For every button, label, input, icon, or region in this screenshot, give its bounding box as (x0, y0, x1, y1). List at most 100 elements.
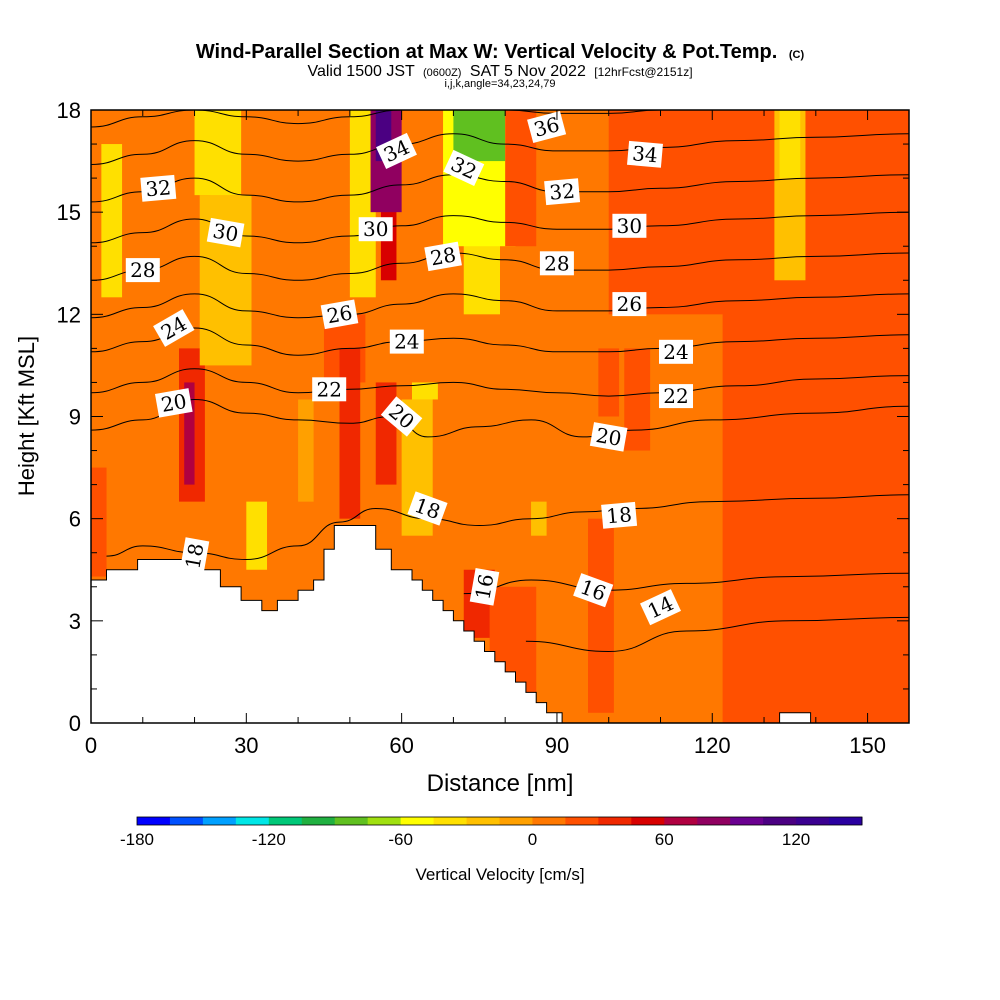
x-tick-label: 0 (85, 733, 97, 758)
contour-label-17: 28 (424, 241, 462, 272)
contour-label-box (640, 589, 681, 626)
colorbar-segment (235, 817, 270, 825)
velocity-cell-8 (608, 110, 739, 315)
colorbar-segment (466, 817, 500, 825)
colorbar-segment (532, 817, 566, 825)
isentrope-36 (91, 110, 909, 128)
velocity-cell-14 (184, 382, 195, 485)
colorbar-segment (796, 817, 830, 825)
contour-label-box (407, 491, 448, 526)
contour-label-text: 24 (663, 340, 688, 364)
contour-label-26: 34 (627, 140, 663, 168)
contour-label-13: 24 (659, 339, 693, 364)
subtitle-forecast: [12hrFcst@2151z] (594, 65, 692, 79)
chart-title: Wind-Parallel Section at Max W: Vertical… (196, 41, 777, 63)
colorbar-frame (136, 816, 863, 826)
contour-label-2: 16 (469, 567, 500, 606)
contour-label-14: 26 (320, 299, 359, 330)
contour-label-box (469, 567, 500, 606)
contour-label-text: 30 (211, 219, 240, 247)
contour-label-box (206, 217, 245, 248)
y-axis-label: Height [Kft MSL] (14, 336, 39, 496)
velocity-cell-42 (831, 110, 878, 315)
contour-label-box (154, 388, 193, 418)
velocity-cell-22 (339, 348, 361, 519)
contour-label-text: 20 (159, 389, 188, 417)
isentrope-22 (91, 368, 909, 397)
colorbar-tick-label: -180 (120, 830, 154, 849)
grid-info: i,j,k,angle=34,23,24,79 (444, 78, 555, 90)
velocity-cell-10 (588, 518, 614, 713)
contour-label-text: 18 (180, 541, 208, 570)
colorbar: -180 -120 -60 0 60 120 (120, 816, 863, 849)
colorbar-tick-label: 60 (655, 830, 674, 849)
colorbar-tick-label: -60 (388, 830, 413, 849)
terrain-profile (91, 525, 909, 723)
contour-label-box (380, 396, 423, 437)
contour-label-24: 32 (544, 178, 581, 206)
velocity-cell-9 (562, 637, 687, 723)
colorbar-label: Vertical Velocity [cm/s] (415, 865, 584, 884)
colorbar-segment (631, 817, 665, 825)
colorbar-tick-label: -120 (252, 830, 286, 849)
contour-label-text: 26 (617, 292, 642, 316)
velocity-cell-11 (815, 552, 868, 713)
velocity-cell-32 (453, 110, 506, 162)
contour-label-box (389, 329, 424, 354)
velocity-cell-18 (101, 144, 123, 298)
contour-label-text: 28 (544, 251, 569, 275)
contour-label-box (612, 213, 647, 238)
isentrope-16 (463, 572, 909, 595)
contour-label-box (527, 111, 567, 143)
terrain-mask (91, 525, 909, 723)
x-tick-label: 120 (694, 733, 731, 758)
contour-label-box (627, 140, 663, 168)
subtitle-utc: (0600Z) (423, 67, 462, 79)
y-tick-label: 3 (69, 609, 81, 634)
contour-label-8: 20 (589, 422, 628, 452)
copyright-mark: (C) (789, 49, 805, 61)
contour-label-box (573, 573, 614, 608)
contour-label-15: 26 (612, 292, 647, 317)
axes: 0 30 60 90 120 150 0 3 6 9 12 15 18 (57, 98, 909, 758)
y-tick-label: 15 (57, 200, 81, 225)
contour-label-box (544, 178, 581, 206)
y-tick-label: 18 (57, 98, 81, 123)
y-tick-label: 6 (69, 507, 81, 532)
contour-label-text: 32 (548, 179, 575, 205)
contour-label-box (140, 174, 177, 202)
contour-label-5: 18 (601, 501, 638, 529)
colorbar-segment (268, 817, 303, 825)
colorbar-segment (400, 817, 435, 825)
contour-label-box (125, 258, 160, 283)
subtitle-valid: Valid 1500 JST (307, 63, 415, 80)
contour-label-9: 22 (312, 377, 347, 402)
svg-text:Wind-Parallel Section at Max W: Wind-Parallel Section at Max W: Vertical… (196, 41, 805, 63)
contour-label-text: 28 (130, 258, 155, 282)
velocity-cell-12 (91, 467, 107, 577)
contour-label-12: 24 (389, 329, 424, 354)
contour-label-box (659, 384, 693, 409)
contour-label-box (320, 299, 359, 330)
velocity-cell-20 (298, 399, 314, 502)
colorbar-segment (367, 817, 402, 825)
contour-label-box (589, 422, 628, 452)
contour-label-text: 18 (605, 502, 632, 528)
colorbar-segment (697, 817, 731, 825)
colorbar-tick-label: 120 (782, 830, 810, 849)
contour-label-21: 30 (612, 213, 647, 238)
contour-label-box (358, 217, 393, 242)
colorbar-tick-label: 0 (528, 830, 537, 849)
contour-label-box (601, 501, 638, 529)
velocity-cell-19 (246, 501, 268, 570)
contour-label-20: 30 (358, 217, 393, 242)
contour-label-box (539, 251, 574, 276)
contour-label-text: 24 (394, 330, 419, 354)
velocity-cell-37 (598, 348, 620, 417)
contour-label-text: 28 (428, 242, 457, 270)
x-axis-label: Distance [nm] (427, 770, 574, 797)
contour-label-text: 32 (145, 175, 172, 201)
colorbar-segment (499, 817, 533, 825)
